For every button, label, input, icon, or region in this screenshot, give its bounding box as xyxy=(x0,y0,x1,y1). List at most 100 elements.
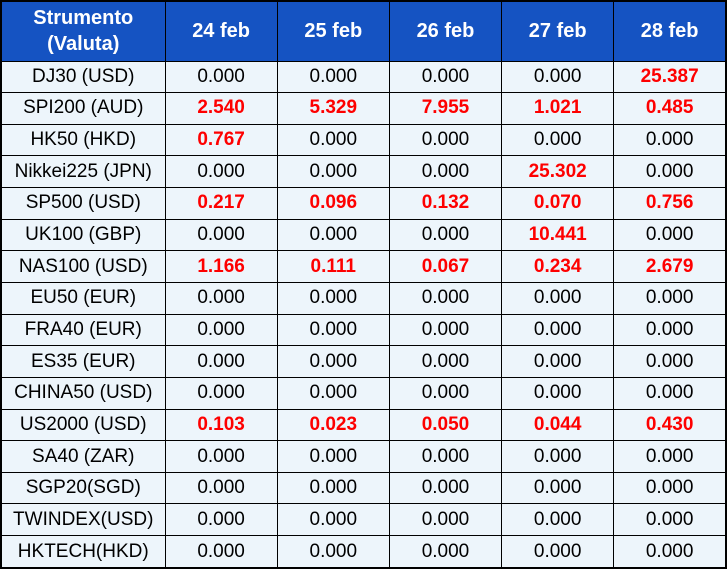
value-cell: 0.000 xyxy=(388,218,503,252)
value-cell: 0.217 xyxy=(164,187,278,220)
value-cell: 0.000 xyxy=(388,376,503,410)
value-cell: 0.000 xyxy=(613,535,727,569)
value-cell: 0.000 xyxy=(164,60,278,94)
value-cell: 0.000 xyxy=(501,345,615,378)
table-row: SPI200 (AUD) 2.540 5.329 7.955 1.021 0.485 xyxy=(0,92,727,125)
date-column-header: 28 feb xyxy=(613,0,727,62)
value-cell: 0.000 xyxy=(164,376,278,410)
value-cell: 0.000 xyxy=(388,155,503,189)
value-cell: 0.000 xyxy=(164,471,278,505)
instrument-cell: HK50 (HKD) xyxy=(0,123,166,157)
table-row: DJ30 (USD) 0.000 0.000 0.000 0.000 25.387 xyxy=(0,60,727,94)
table-row: CHINA50 (USD) 0.000 0.000 0.000 0.000 0.000 xyxy=(0,376,727,410)
table-row: SGP20(SGD) 0.000 0.000 0.000 0.000 0.000 xyxy=(0,471,727,505)
value-cell: 0.000 xyxy=(501,440,615,473)
instrument-cell: SA40 (ZAR) xyxy=(0,440,166,473)
value-cell: 0.067 xyxy=(388,250,503,283)
value-cell: 0.000 xyxy=(276,345,390,378)
instrument-cell: TWINDEX(USD) xyxy=(0,503,166,537)
header-row: Strumento (Valuta) 24 feb 25 feb 26 feb … xyxy=(0,0,727,62)
value-cell: 0.000 xyxy=(276,281,390,315)
value-cell: 0.050 xyxy=(388,408,503,442)
value-cell: 0.000 xyxy=(388,535,503,569)
value-cell: 0.132 xyxy=(388,187,503,220)
value-cell: 0.000 xyxy=(388,313,503,347)
value-cell: 0.000 xyxy=(388,123,503,157)
instrument-cell: SPI200 (AUD) xyxy=(0,92,166,125)
date-column-header: 27 feb xyxy=(501,0,615,62)
table-row: EU50 (EUR) 0.000 0.000 0.000 0.000 0.000 xyxy=(0,281,727,315)
value-cell: 0.000 xyxy=(164,345,278,378)
value-cell: 0.000 xyxy=(613,503,727,537)
instrument-cell: HKTECH(HKD) xyxy=(0,535,166,569)
instrument-cell: EU50 (EUR) xyxy=(0,281,166,315)
value-cell: 0.000 xyxy=(164,218,278,252)
table-row: ES35 (EUR) 0.000 0.000 0.000 0.000 0.000 xyxy=(0,345,727,378)
value-cell: 0.000 xyxy=(501,60,615,94)
table-row: UK100 (GBP) 0.000 0.000 0.000 10.441 0.000 xyxy=(0,218,727,252)
value-cell: 0.000 xyxy=(613,123,727,157)
table-row: SP500 (USD) 0.217 0.096 0.132 0.070 0.756 xyxy=(0,187,727,220)
value-cell: 0.000 xyxy=(501,313,615,347)
value-cell: 0.000 xyxy=(276,376,390,410)
value-cell: 0.000 xyxy=(501,281,615,315)
value-cell: 7.955 xyxy=(388,92,503,125)
value-cell: 0.000 xyxy=(164,313,278,347)
value-cell: 0.000 xyxy=(613,281,727,315)
value-cell: 0.000 xyxy=(388,281,503,315)
instrument-cell: DJ30 (USD) xyxy=(0,60,166,94)
value-cell: 0.000 xyxy=(164,440,278,473)
table-row: FRA40 (EUR) 0.000 0.000 0.000 0.000 0.000 xyxy=(0,313,727,347)
value-cell: 0.000 xyxy=(501,376,615,410)
instrument-cell: NAS100 (USD) xyxy=(0,250,166,283)
value-cell: 0.000 xyxy=(501,123,615,157)
value-cell: 0.000 xyxy=(276,218,390,252)
value-cell: 0.000 xyxy=(276,535,390,569)
table-row: US2000 (USD) 0.103 0.023 0.050 0.044 0.430 xyxy=(0,408,727,442)
instrument-cell: Nikkei225 (JPN) xyxy=(0,155,166,189)
value-cell: 5.329 xyxy=(276,92,390,125)
value-cell: 10.441 xyxy=(501,218,615,252)
value-cell: 0.000 xyxy=(388,503,503,537)
value-cell: 0.485 xyxy=(613,92,727,125)
corner-header-strumento-valuta: Strumento (Valuta) xyxy=(0,0,166,62)
value-cell: 0.000 xyxy=(388,440,503,473)
value-cell: 0.000 xyxy=(164,535,278,569)
value-cell: 0.000 xyxy=(388,345,503,378)
value-cell: 0.756 xyxy=(613,187,727,220)
value-cell: 0.000 xyxy=(613,440,727,473)
table-row: HKTECH(HKD) 0.000 0.000 0.000 0.000 0.000 xyxy=(0,535,727,569)
value-cell: 0.000 xyxy=(501,471,615,505)
value-cell: 0.000 xyxy=(164,281,278,315)
value-cell: 2.540 xyxy=(164,92,278,125)
value-cell: 0.000 xyxy=(613,155,727,189)
value-cell: 0.000 xyxy=(276,123,390,157)
instrument-cell: CHINA50 (USD) xyxy=(0,376,166,410)
instrument-cell: SP500 (USD) xyxy=(0,187,166,220)
value-cell: 0.103 xyxy=(164,408,278,442)
value-cell: 0.430 xyxy=(613,408,727,442)
value-cell: 0.111 xyxy=(276,250,390,283)
value-cell: 0.000 xyxy=(613,345,727,378)
value-cell: 25.387 xyxy=(613,60,727,94)
table-body: DJ30 (USD) 0.000 0.000 0.000 0.000 25.387 SPI2… xyxy=(0,60,727,569)
value-cell: 0.000 xyxy=(613,313,727,347)
value-cell: 0.000 xyxy=(276,60,390,94)
instrument-cell: FRA40 (EUR) xyxy=(0,313,166,347)
table-row: Nikkei225 (JPN) 0.000 0.000 0.000 25.302 0.00… xyxy=(0,155,727,189)
value-cell: 0.070 xyxy=(501,187,615,220)
table-row: TWINDEX(USD) 0.000 0.000 0.000 0.000 0.000 xyxy=(0,503,727,537)
date-column-header: 26 feb xyxy=(388,0,503,62)
value-cell: 0.000 xyxy=(276,155,390,189)
instrument-cell: US2000 (USD) xyxy=(0,408,166,442)
value-cell: 0.000 xyxy=(164,503,278,537)
value-cell: 1.166 xyxy=(164,250,278,283)
value-cell: 0.000 xyxy=(388,60,503,94)
table-row: SA40 (ZAR) 0.000 0.000 0.000 0.000 0.000 xyxy=(0,440,727,473)
corner-header-line2: (Valuta) xyxy=(47,33,120,56)
value-cell: 0.000 xyxy=(501,503,615,537)
instrument-cell: SGP20(SGD) xyxy=(0,471,166,505)
value-cell: 0.000 xyxy=(613,471,727,505)
